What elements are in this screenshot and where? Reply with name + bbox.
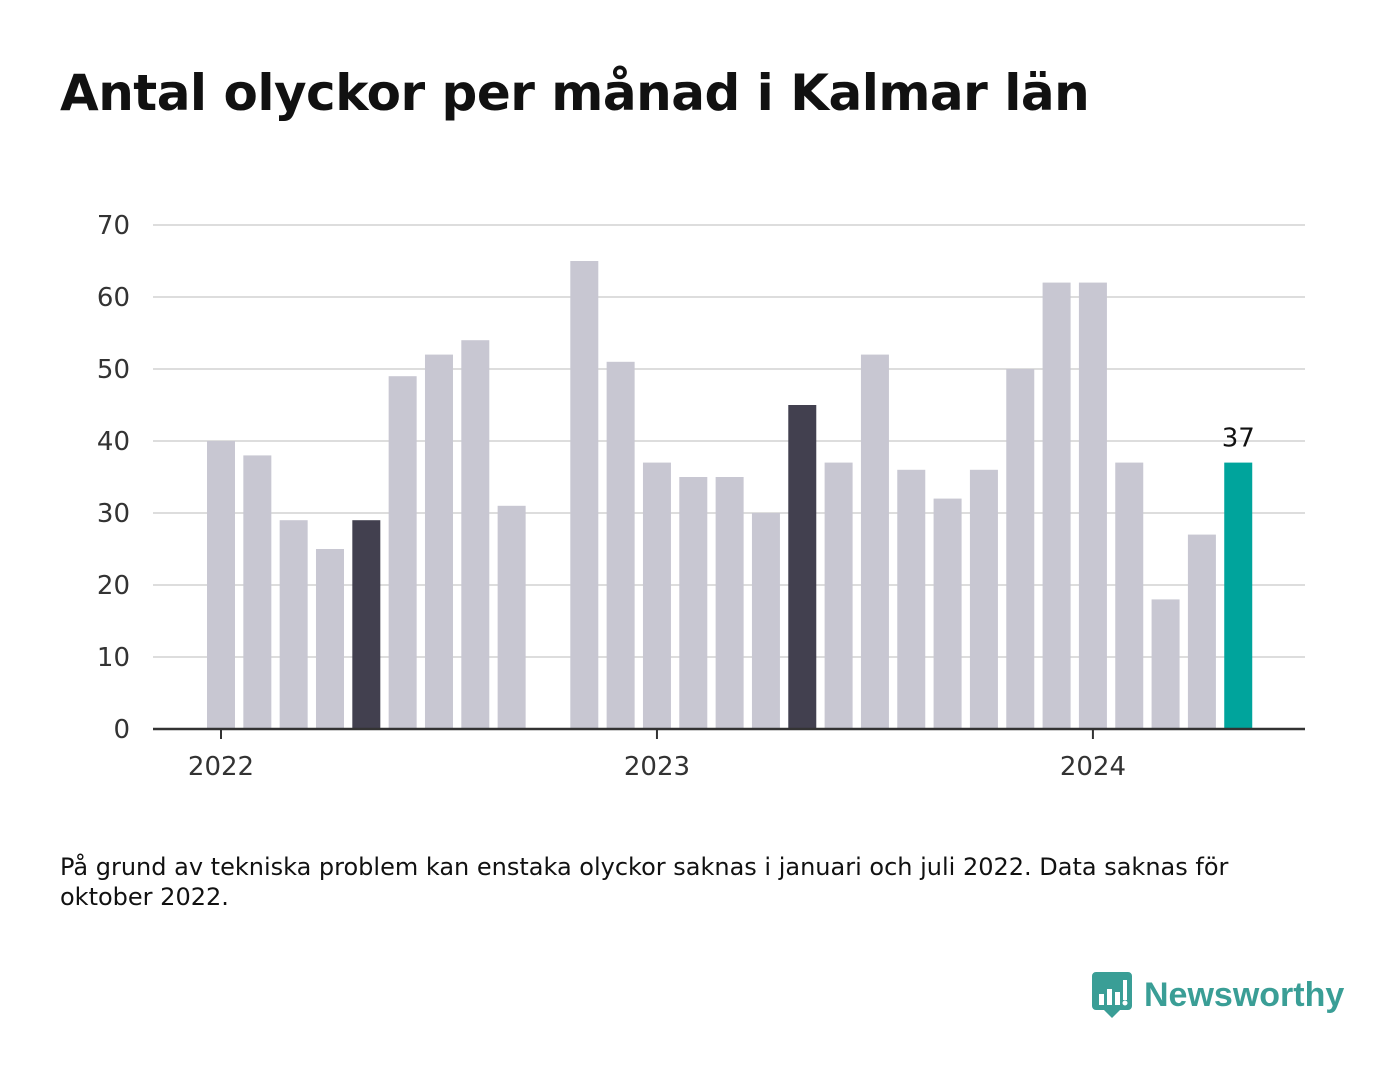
- y-tick-label: 10: [97, 643, 130, 673]
- bar-2023-11: [1006, 369, 1035, 729]
- x-tick-label: 2024: [1060, 752, 1126, 782]
- bar-2022-06: [388, 376, 417, 729]
- bar-2023-02: [679, 477, 708, 729]
- y-tick-label: 60: [97, 283, 130, 313]
- bar-2022-11: [570, 261, 599, 729]
- y-tick-label: 70: [97, 211, 130, 241]
- brand-name: Newsworthy: [1144, 975, 1345, 1014]
- bar-2023-04: [751, 513, 780, 729]
- bar-2022-04: [315, 549, 344, 729]
- bar-2023-09: [933, 498, 962, 729]
- x-tick-label: 2023: [624, 752, 690, 782]
- bar-2022-01: [207, 441, 235, 729]
- bar-2024-02: [1115, 462, 1144, 729]
- y-tick-label: 30: [97, 499, 130, 529]
- bar-2023-05: [788, 405, 817, 729]
- bar-2023-07: [860, 354, 889, 729]
- bar-2024-03: [1151, 599, 1180, 729]
- y-tick-label: 40: [97, 427, 130, 457]
- bar-2022-05: [352, 520, 381, 729]
- y-tick-label: 50: [97, 355, 130, 385]
- bar-2022-08: [461, 340, 490, 729]
- chart-title: Antal olyckor per månad i Kalmar län: [60, 64, 1090, 122]
- bar-2023-03: [715, 477, 744, 729]
- bar-2024-04: [1187, 534, 1216, 729]
- y-tick-label: 0: [113, 715, 130, 745]
- bar-2024-01: [1078, 282, 1107, 729]
- data-label: 37: [1222, 424, 1255, 454]
- bar-2023-06: [824, 462, 853, 729]
- bar-2023-01: [642, 462, 671, 729]
- bar-chart: 0 10 20 30 40 50 60 70 2022 2023 2024 37: [97, 211, 1305, 782]
- y-tick-label: 20: [97, 571, 130, 601]
- footnote: På grund av tekniska problem kan enstaka…: [60, 853, 1229, 911]
- bar-2023-12: [1042, 282, 1071, 729]
- bar-2022-12: [606, 361, 635, 729]
- bar-2022-02: [243, 455, 272, 729]
- bar-2022-03: [279, 520, 308, 729]
- bar-2023-10: [969, 469, 998, 729]
- bar-2022-09: [497, 505, 526, 729]
- bar-2024-05: [1224, 462, 1253, 729]
- bar-2022-07: [424, 354, 453, 729]
- newsworthy-logo-icon: [1092, 972, 1132, 1018]
- brand-logo: Newsworthy: [1090, 970, 1344, 1020]
- bar-2023-08: [897, 469, 926, 729]
- x-tick-label: 2022: [188, 752, 254, 782]
